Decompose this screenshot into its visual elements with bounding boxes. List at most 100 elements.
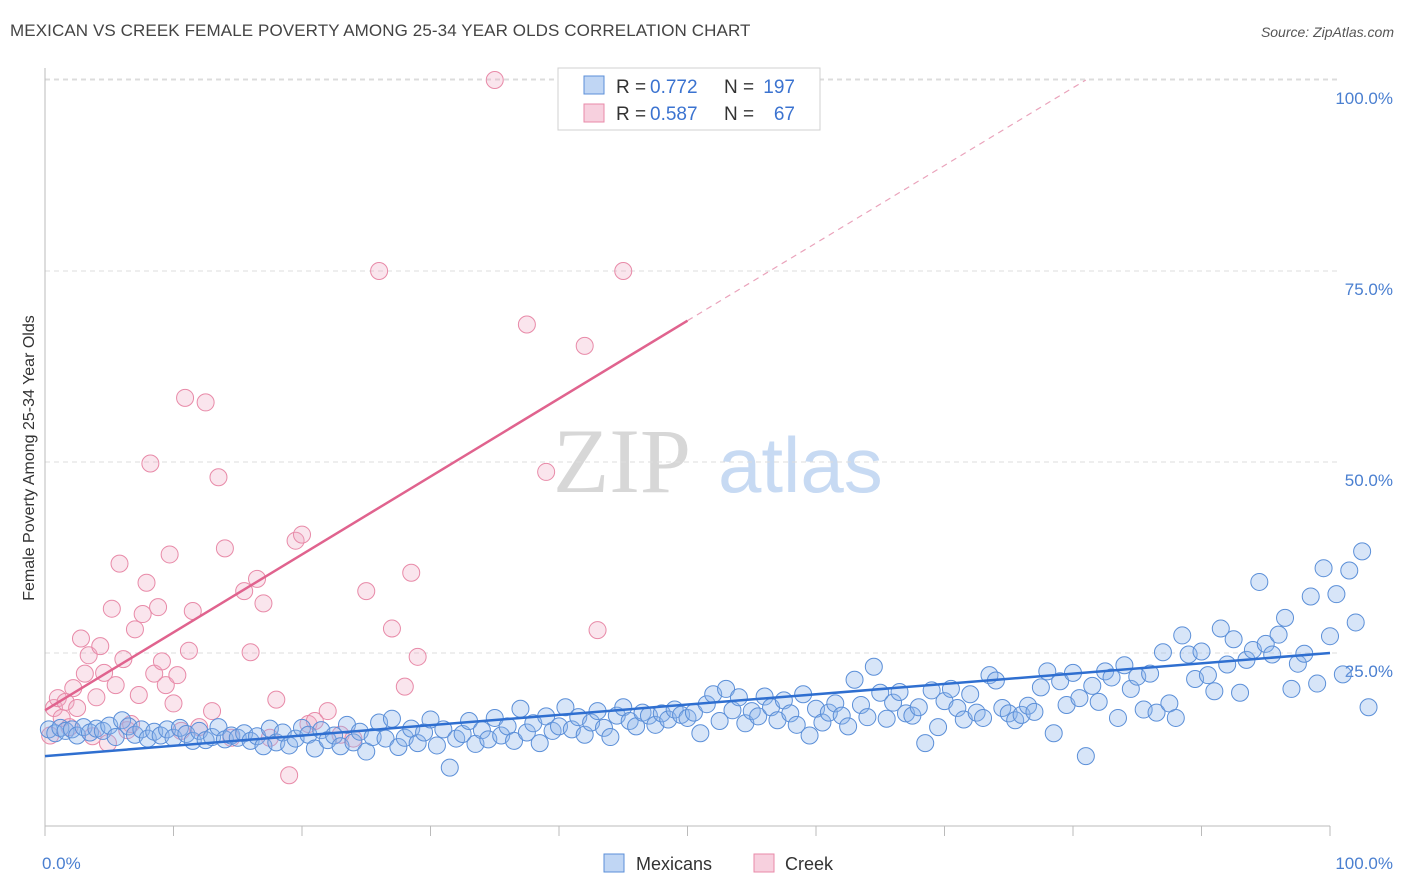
mexicans-point-81 [556,698,575,717]
creek-point-19 [114,650,133,669]
mexicans-point-125 [839,717,858,736]
mexicans-point-124 [832,706,851,725]
legend-r-value-mexicans: 0.772 [650,77,698,98]
mexicans-point-180 [1192,642,1211,661]
mexicans-point-202 [1333,665,1352,684]
mexicans-point-190 [1256,634,1275,653]
creek-point-62 [402,563,421,582]
creek-point-52 [293,525,311,544]
creek-point-58 [357,582,376,601]
creek-point-60 [382,619,401,638]
mexicans-point-161 [1070,689,1089,708]
mexicans-point-166 [1102,668,1121,687]
mexicans-point-132 [884,693,903,712]
creek-point-16 [102,599,121,618]
mexicans-point-204 [1346,613,1365,632]
y-tick-label-50: 50.0% [1345,471,1393,490]
creek-point-40 [203,702,222,721]
y-axis-tick-labels: 25.0% 50.0% 75.0% 100.0% [1335,89,1393,681]
mexicans-point-4 [62,720,81,739]
creek-point-68 [588,621,607,640]
mexicans-point-137 [916,734,935,753]
creek-point-47 [254,594,273,613]
mexicans-point-11 [106,728,125,747]
mexicans-point-155 [1031,678,1050,697]
mexicans-point-111 [749,707,768,726]
mexicans-point-181 [1198,666,1217,685]
creek-point-32 [164,694,183,713]
mexicans-point-198 [1308,674,1327,693]
mexicans-point-42 [305,739,324,758]
mexicans-point-158 [1051,672,1070,691]
x-tick-label-100: 100.0% [1335,854,1393,873]
creek-point-31 [160,545,179,564]
creek-point-17 [106,676,125,695]
mexicans-point-136 [909,698,928,717]
mexicans-point-129 [864,657,883,676]
creek-point-66 [537,462,556,481]
mexicans-point-58 [408,734,427,753]
legend-n-label-mexicans: N = [724,77,754,98]
creek-point-9 [75,664,94,683]
creek-point-63 [408,647,427,666]
creek-point-30 [156,676,175,695]
source-credit: Source: ZipAtlas.com [1260,24,1394,40]
mexicans-point-157 [1044,724,1063,743]
chart-title: MEXICAN VS CREEK FEMALE POVERTY AMONG 25… [10,21,751,40]
creek-point-12 [87,688,106,707]
mexicans-point-48 [344,733,363,752]
mexicans-point-139 [929,718,948,737]
mexicans-point-119 [800,726,819,745]
creek-point-8 [71,629,90,648]
creek-point-55 [318,702,337,721]
creek-point-41 [209,468,228,487]
creek-point-59 [370,262,389,280]
mexicans-point-150 [999,704,1018,723]
legend-n-value-mexicans: 197 [763,77,795,98]
y-tick-label-25: 25.0% [1345,662,1393,681]
bottom-legend-swatch-creek [753,853,775,873]
creek-point-64 [485,71,504,89]
bottom-legend-label-creek: Creek [785,854,834,874]
mexicans-point-142 [948,699,967,718]
mexicans-point-70 [485,708,504,727]
watermark-atlas: atlas [718,421,883,509]
creek-point-45 [241,643,260,662]
grid-lines [45,78,1340,654]
creek-point-29 [152,652,171,671]
mexicans-point-201 [1327,585,1346,604]
creek-point-42 [215,539,234,558]
creek-point-39 [196,393,215,412]
legend-r-value-creek: 0.587 [650,104,698,125]
mexicans-point-182 [1205,682,1224,701]
mexicans-point-108 [729,688,748,707]
creek-point-65 [517,315,536,334]
trend-lines [44,79,1331,758]
creek-point-25 [137,573,156,592]
mexicans-point-64 [447,729,466,748]
mexicans-point-102 [691,724,710,743]
watermark-zip: ZIP [553,410,691,512]
creek-point-33 [168,666,187,685]
creek-point-26 [141,454,160,473]
creek-point-67 [575,336,594,355]
mexicans-point-65 [453,724,472,743]
creek-point-21 [122,715,141,734]
mexicans-point-154 [1025,702,1044,721]
mexicans-point-199 [1314,559,1333,578]
mexicans-point-167 [1108,708,1127,727]
mexicans-point-192 [1269,625,1288,644]
creek-point-69 [614,262,633,280]
mexicans-point-163 [1083,676,1102,695]
creek-point-50 [280,766,299,785]
mexicans-point-2 [51,718,70,737]
mexicans-point-194 [1282,679,1301,698]
mexicans-point-74 [511,699,530,718]
y-axis-title: Female Poverty Among 25-34 Year Olds [21,315,38,601]
mexicans-point-53 [376,729,395,748]
legend-r-label-mexicans: R = [616,77,646,98]
legend-r-label-creek: R = [616,104,646,125]
mexicans-point-131 [877,709,896,728]
mexicans-point-177 [1173,626,1192,645]
